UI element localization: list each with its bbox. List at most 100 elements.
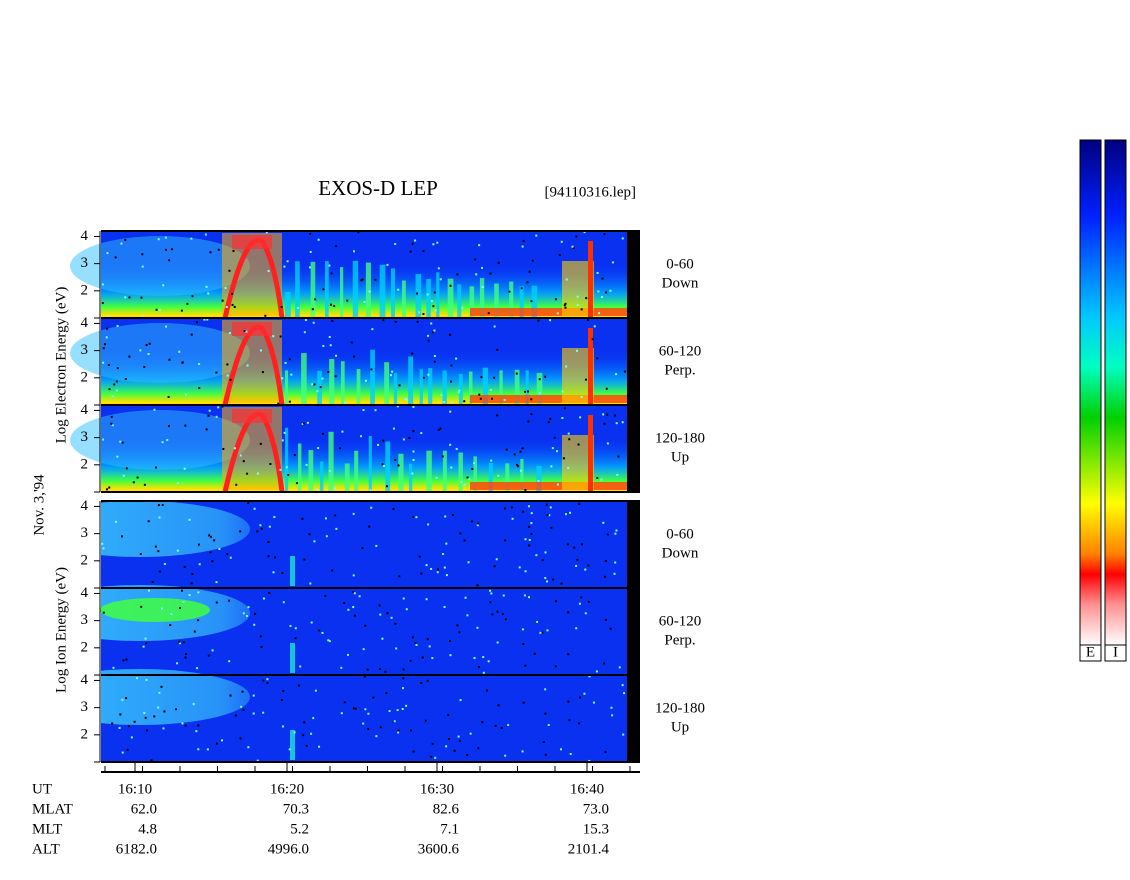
noise <box>606 533 609 536</box>
noise <box>580 543 583 546</box>
noise <box>328 640 331 643</box>
stripe <box>354 450 359 492</box>
noise <box>604 559 607 562</box>
noise <box>591 338 594 341</box>
noise <box>569 752 572 755</box>
noise <box>601 277 604 280</box>
noise <box>163 710 166 713</box>
ion-flux <box>30 669 250 725</box>
noise <box>179 606 182 609</box>
noise <box>290 373 293 376</box>
x-tick-label: 16:10 <box>118 781 152 797</box>
noise <box>176 549 179 552</box>
noise <box>449 654 452 657</box>
noise <box>312 717 315 720</box>
noise <box>267 270 270 273</box>
noise <box>260 527 263 530</box>
noise <box>102 547 105 550</box>
noise <box>528 270 531 273</box>
noise <box>313 540 316 543</box>
stripe <box>499 370 503 405</box>
noise <box>175 708 178 711</box>
ephemeris-value: 4996.0 <box>268 841 309 857</box>
noise <box>430 322 433 325</box>
noise <box>106 252 109 255</box>
stripe <box>285 291 291 318</box>
noise <box>605 291 608 294</box>
noise <box>550 465 553 468</box>
noise <box>615 373 618 376</box>
noise <box>615 422 618 425</box>
stripe <box>319 461 324 492</box>
noise <box>369 489 372 492</box>
ephemeris-value: 82.6 <box>433 801 460 817</box>
noise <box>239 530 242 533</box>
noise <box>517 465 520 468</box>
noise <box>357 231 360 234</box>
noise <box>150 759 153 762</box>
noise <box>621 684 624 687</box>
noise <box>316 488 319 491</box>
row-label: UT <box>32 781 52 797</box>
angle-label: 0-60 <box>666 256 694 272</box>
noise <box>530 522 533 525</box>
noise <box>361 547 364 550</box>
noise <box>118 726 121 729</box>
noise <box>443 566 446 569</box>
noise <box>621 237 624 240</box>
noise <box>140 296 143 299</box>
noise <box>397 731 400 734</box>
noise <box>445 574 448 577</box>
noise <box>531 259 534 262</box>
noise <box>377 443 380 446</box>
noise <box>415 643 418 646</box>
noise <box>312 321 315 324</box>
noise <box>610 706 613 709</box>
colorbar-label-box <box>1079 644 1102 662</box>
noise <box>158 309 161 312</box>
noise <box>613 572 616 575</box>
noise <box>560 748 563 751</box>
noise <box>310 732 313 735</box>
noise <box>157 706 160 709</box>
noise <box>145 344 148 347</box>
noise <box>333 487 336 490</box>
noise <box>182 600 185 603</box>
noise <box>411 352 414 355</box>
noise <box>443 606 446 609</box>
noise <box>206 748 209 751</box>
direction-label: Down <box>662 545 699 561</box>
noise <box>560 582 563 585</box>
ephemeris-value: 73.0 <box>583 801 609 817</box>
angle-label: 120-180 <box>655 700 705 716</box>
y-tick-label: 3 <box>81 255 89 271</box>
noise <box>397 288 400 291</box>
noise <box>567 432 570 435</box>
noise <box>604 618 607 621</box>
noise <box>122 474 125 477</box>
noise <box>584 612 587 615</box>
noise <box>587 600 590 603</box>
noise <box>272 571 275 574</box>
noise <box>198 363 201 366</box>
noise <box>154 545 157 548</box>
noise <box>352 707 355 710</box>
noise <box>360 279 363 282</box>
early-flux <box>70 236 250 296</box>
noise <box>343 701 346 704</box>
noise <box>281 572 284 575</box>
noise <box>364 708 367 711</box>
stripe <box>308 450 314 492</box>
noise <box>524 664 527 667</box>
noise <box>411 242 414 245</box>
noise <box>145 729 148 732</box>
noise <box>578 602 581 605</box>
noise <box>397 464 400 467</box>
noise <box>335 354 338 357</box>
noise <box>217 406 220 409</box>
noise <box>305 463 308 466</box>
noise <box>125 658 128 661</box>
noise <box>614 532 617 535</box>
y-tick-label: 4 <box>81 315 89 331</box>
noise <box>253 507 256 510</box>
